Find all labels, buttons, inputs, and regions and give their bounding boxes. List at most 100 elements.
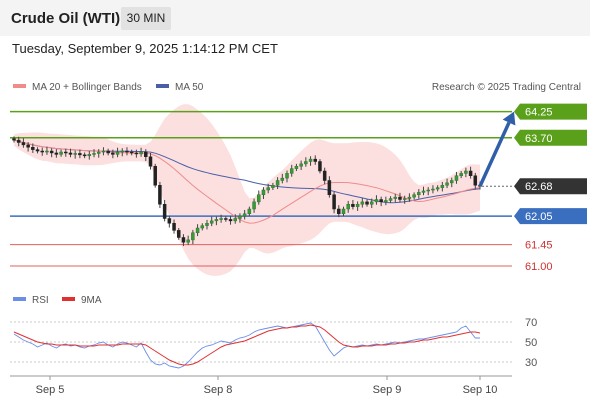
candle-body xyxy=(459,173,463,176)
legend-swatch-rsi xyxy=(13,297,26,301)
level-tag xyxy=(514,129,587,146)
candle-body xyxy=(341,208,346,214)
candle-body xyxy=(111,152,115,155)
level-tag xyxy=(514,103,587,120)
candle-body xyxy=(148,156,153,167)
chart-header xyxy=(0,0,590,36)
candle-body xyxy=(322,170,327,181)
bollinger-band-area xyxy=(14,104,480,276)
candle-body xyxy=(280,177,285,181)
candle-body xyxy=(162,204,167,219)
candle-body xyxy=(205,223,209,226)
candle-body xyxy=(40,150,44,153)
candle-body xyxy=(200,225,205,229)
legend-swatch-ma20 xyxy=(13,84,26,88)
candle-body xyxy=(195,227,200,233)
candle-body xyxy=(158,185,162,205)
candle-body xyxy=(125,150,129,153)
candle-body xyxy=(167,218,172,224)
forecast-arrow-shaft xyxy=(478,121,511,187)
candle-body xyxy=(96,151,101,154)
instrument-title: Crude Oil (WTI) xyxy=(11,10,121,27)
candle-body xyxy=(289,168,294,174)
candle-body xyxy=(365,201,369,205)
level-label: 61.45 xyxy=(525,240,553,252)
legend-label-rsi: RSI xyxy=(32,295,49,306)
candle-body xyxy=(445,182,449,186)
candle-body xyxy=(304,161,308,165)
candle-body xyxy=(337,208,341,214)
candle-body xyxy=(327,180,332,195)
candle-body xyxy=(181,237,186,243)
legend-swatch-ma50 xyxy=(156,84,169,88)
forecast-arrow-head xyxy=(502,111,516,126)
candle-body xyxy=(360,201,365,205)
candle-body xyxy=(144,151,148,157)
candle-body xyxy=(92,153,96,155)
candle-body xyxy=(35,149,40,152)
candle-body xyxy=(106,150,110,154)
legend-label-ma50: MA 50 xyxy=(175,82,204,93)
candle-body xyxy=(355,204,360,207)
candle-body xyxy=(285,173,289,179)
candle-body xyxy=(101,150,106,153)
candle-body xyxy=(313,158,318,162)
candle-body xyxy=(129,151,134,154)
candle-body xyxy=(176,230,181,238)
rsi-tick-label: 70 xyxy=(525,317,537,329)
x-axis: Sep 5 Sep 8 Sep 9 Sep 10 xyxy=(10,375,512,396)
candle-body xyxy=(346,204,350,210)
candle-body xyxy=(473,175,478,186)
candle-body xyxy=(450,180,454,184)
candle-body xyxy=(153,166,157,186)
candle-body xyxy=(238,215,242,219)
forecast-arrow xyxy=(478,111,516,187)
level-label: 62.05 xyxy=(525,211,553,223)
level-label: 63.70 xyxy=(525,133,553,145)
x-tick-label: Sep 10 xyxy=(463,384,498,396)
candle-body xyxy=(426,189,430,192)
candle-body xyxy=(464,170,468,174)
level-tag xyxy=(514,208,587,225)
candle-body xyxy=(115,151,120,155)
candle-body xyxy=(45,150,49,153)
candle-body xyxy=(468,170,473,176)
candle-body xyxy=(271,185,275,188)
candle-body xyxy=(431,188,435,191)
legend-label-9ma: 9MA xyxy=(81,295,102,306)
timeframe-button[interactable]: 30 MIN xyxy=(121,7,171,30)
rsi-tick-label: 30 xyxy=(525,357,537,369)
candle-body xyxy=(252,201,256,210)
key-levels xyxy=(10,110,514,267)
candle-body xyxy=(233,218,237,222)
ma20-line xyxy=(13,139,481,224)
candle-body xyxy=(87,154,92,157)
rsi-panel: 70 50 30 xyxy=(10,317,537,369)
candle-body xyxy=(73,153,77,155)
level-labels: 64.25 63.70 62.68 62.05 61.45 61.00 xyxy=(514,103,587,273)
candle-body xyxy=(59,151,63,155)
candle-body xyxy=(224,218,228,220)
candle-body xyxy=(16,139,21,143)
level-tag xyxy=(514,178,587,195)
candle-body xyxy=(417,192,421,195)
candle-body xyxy=(407,196,412,199)
level-label: 61.00 xyxy=(525,261,553,273)
candle-body xyxy=(134,152,139,155)
candle-body xyxy=(299,163,303,167)
candle-body xyxy=(12,138,16,141)
candle-body xyxy=(332,194,336,210)
legend-label-ma20: MA 20 + Bollinger Bands xyxy=(32,82,142,93)
candle-body xyxy=(266,187,270,191)
candle-body xyxy=(388,198,393,201)
candle-body xyxy=(214,219,219,222)
candle-body xyxy=(78,153,82,156)
candle-body xyxy=(374,199,379,203)
candle-body xyxy=(247,208,252,214)
level-label: 64.25 xyxy=(525,107,553,119)
candle-body xyxy=(435,187,440,190)
candle-body xyxy=(379,199,383,203)
candle-body xyxy=(308,158,313,162)
rsi-tick-label: 50 xyxy=(525,337,537,349)
